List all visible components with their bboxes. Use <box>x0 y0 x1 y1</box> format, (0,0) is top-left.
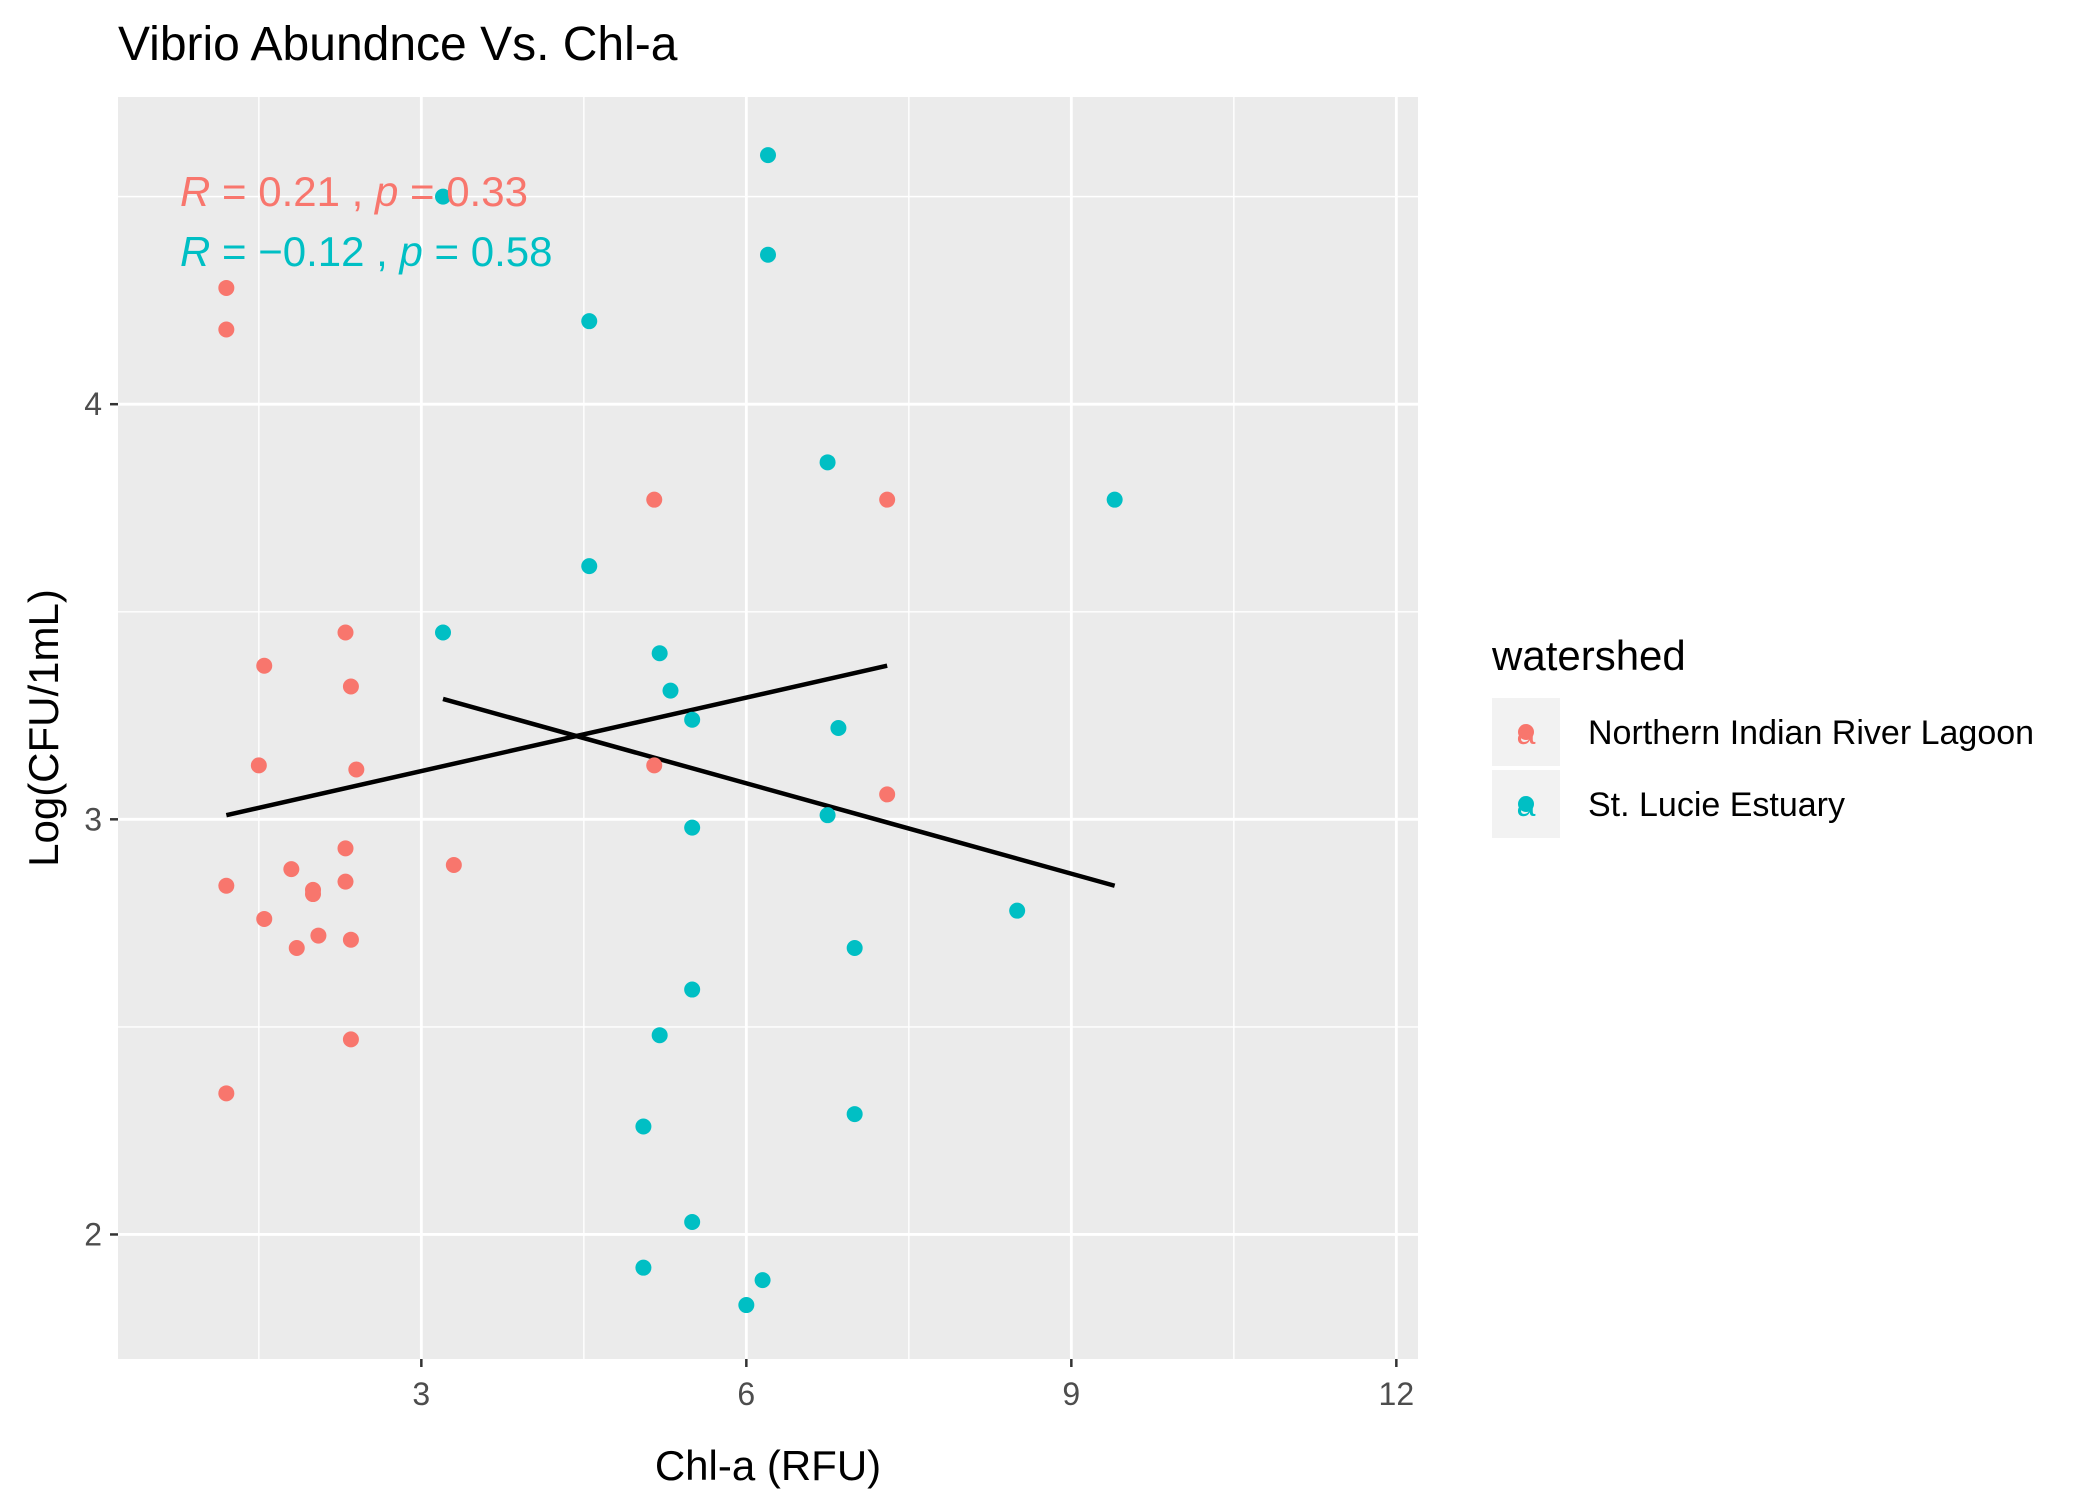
stat-value: = 0.58 <box>423 228 553 275</box>
data-point <box>342 1031 359 1048</box>
stat-symbol: R <box>180 228 210 275</box>
x-axis: 3 6 9 12 <box>412 1359 1414 1412</box>
y-tick-label: 3 <box>84 801 102 837</box>
y-tick-label: 2 <box>84 1216 102 1252</box>
data-point <box>581 558 598 575</box>
legend-title: watershed <box>1491 632 1686 679</box>
stat-symbol: p <box>373 168 398 215</box>
data-point <box>879 491 896 508</box>
data-point <box>218 1085 235 1102</box>
y-axis: 2 3 4 <box>84 386 118 1252</box>
data-point <box>218 279 235 296</box>
data-point <box>646 757 663 774</box>
correlation-label: R = −0.12 , p = 0.58 <box>180 228 552 275</box>
y-tick-label: 4 <box>84 386 102 422</box>
data-point <box>662 682 679 699</box>
data-point <box>819 807 836 824</box>
data-point <box>218 321 235 338</box>
data-point <box>256 910 273 927</box>
data-point <box>846 1106 863 1123</box>
data-point <box>651 1027 668 1044</box>
minor-gridlines <box>118 97 1418 1359</box>
data-point <box>337 840 354 857</box>
data-point <box>879 786 896 803</box>
data-point <box>1106 491 1123 508</box>
data-point <box>684 1214 701 1231</box>
regression-lines <box>225 663 1116 888</box>
legend-key-glyph: a <box>1517 714 1536 752</box>
data-point <box>684 711 701 728</box>
x-tick-label: 3 <box>412 1376 430 1412</box>
x-tick-label: 6 <box>737 1376 755 1412</box>
data-point <box>445 856 462 873</box>
correlation-annotations: R = 0.21 , p = 0.33R = −0.12 , p = 0.58 <box>180 168 552 275</box>
data-point <box>635 1118 652 1135</box>
y-axis-label: Log(CFU/1mL) <box>20 589 67 867</box>
data-point <box>651 645 668 662</box>
data-point <box>342 931 359 948</box>
regression-line <box>442 696 1116 888</box>
data-point <box>684 819 701 836</box>
legend-key-point <box>1518 724 1534 740</box>
data-point <box>337 624 354 641</box>
data-point <box>684 981 701 998</box>
legend-key-glyph: a <box>1517 786 1536 824</box>
x-tick-label: 12 <box>1379 1376 1415 1412</box>
legend-label: St. Lucie Estuary <box>1588 786 1845 824</box>
stat-value: = 0.33 <box>398 168 528 215</box>
data-point <box>760 147 776 164</box>
data-point <box>250 757 267 774</box>
stat-symbol: p <box>398 228 423 275</box>
data-point <box>738 1297 755 1314</box>
major-gridlines <box>118 97 1418 1359</box>
data-point <box>310 927 327 944</box>
data-point <box>305 881 321 898</box>
correlation-label: R = 0.21 , p = 0.33 <box>180 168 528 215</box>
legend-key-point <box>1518 796 1534 812</box>
data-point <box>288 940 305 957</box>
regression-line <box>225 663 888 818</box>
data-point <box>819 454 836 471</box>
data-point <box>348 761 365 778</box>
data-point <box>256 657 273 674</box>
data-point <box>1009 902 1026 919</box>
legend-label: Northern Indian River Lagoon <box>1588 714 2034 752</box>
stat-value: = −0.12 , <box>210 228 399 275</box>
x-tick-label: 9 <box>1062 1376 1080 1412</box>
data-point <box>435 624 451 641</box>
legend: watershed a Northern Indian River Lagoona… <box>1491 632 2034 838</box>
data-point <box>218 877 235 894</box>
data-point <box>337 873 354 890</box>
stat-symbol: R <box>180 168 210 215</box>
data-point <box>635 1259 652 1276</box>
legend-items: a Northern Indian River Lagoon a St. Lucie … <box>1492 698 2034 838</box>
data-point <box>830 720 847 736</box>
data-point <box>581 313 598 330</box>
data-point <box>342 678 359 695</box>
data-point <box>846 940 863 957</box>
data-point <box>435 188 451 205</box>
data-point <box>646 491 663 508</box>
x-axis-label: Chl-a (RFU) <box>655 1442 881 1489</box>
data-point <box>283 861 300 878</box>
stat-value: = 0.21 , <box>210 168 375 215</box>
data-point <box>754 1272 771 1289</box>
data-points <box>218 147 1123 1314</box>
chart-title: Vibrio Abundnce Vs. Chl-a <box>118 18 678 71</box>
plot-panel <box>118 97 1418 1359</box>
data-point <box>760 246 776 263</box>
